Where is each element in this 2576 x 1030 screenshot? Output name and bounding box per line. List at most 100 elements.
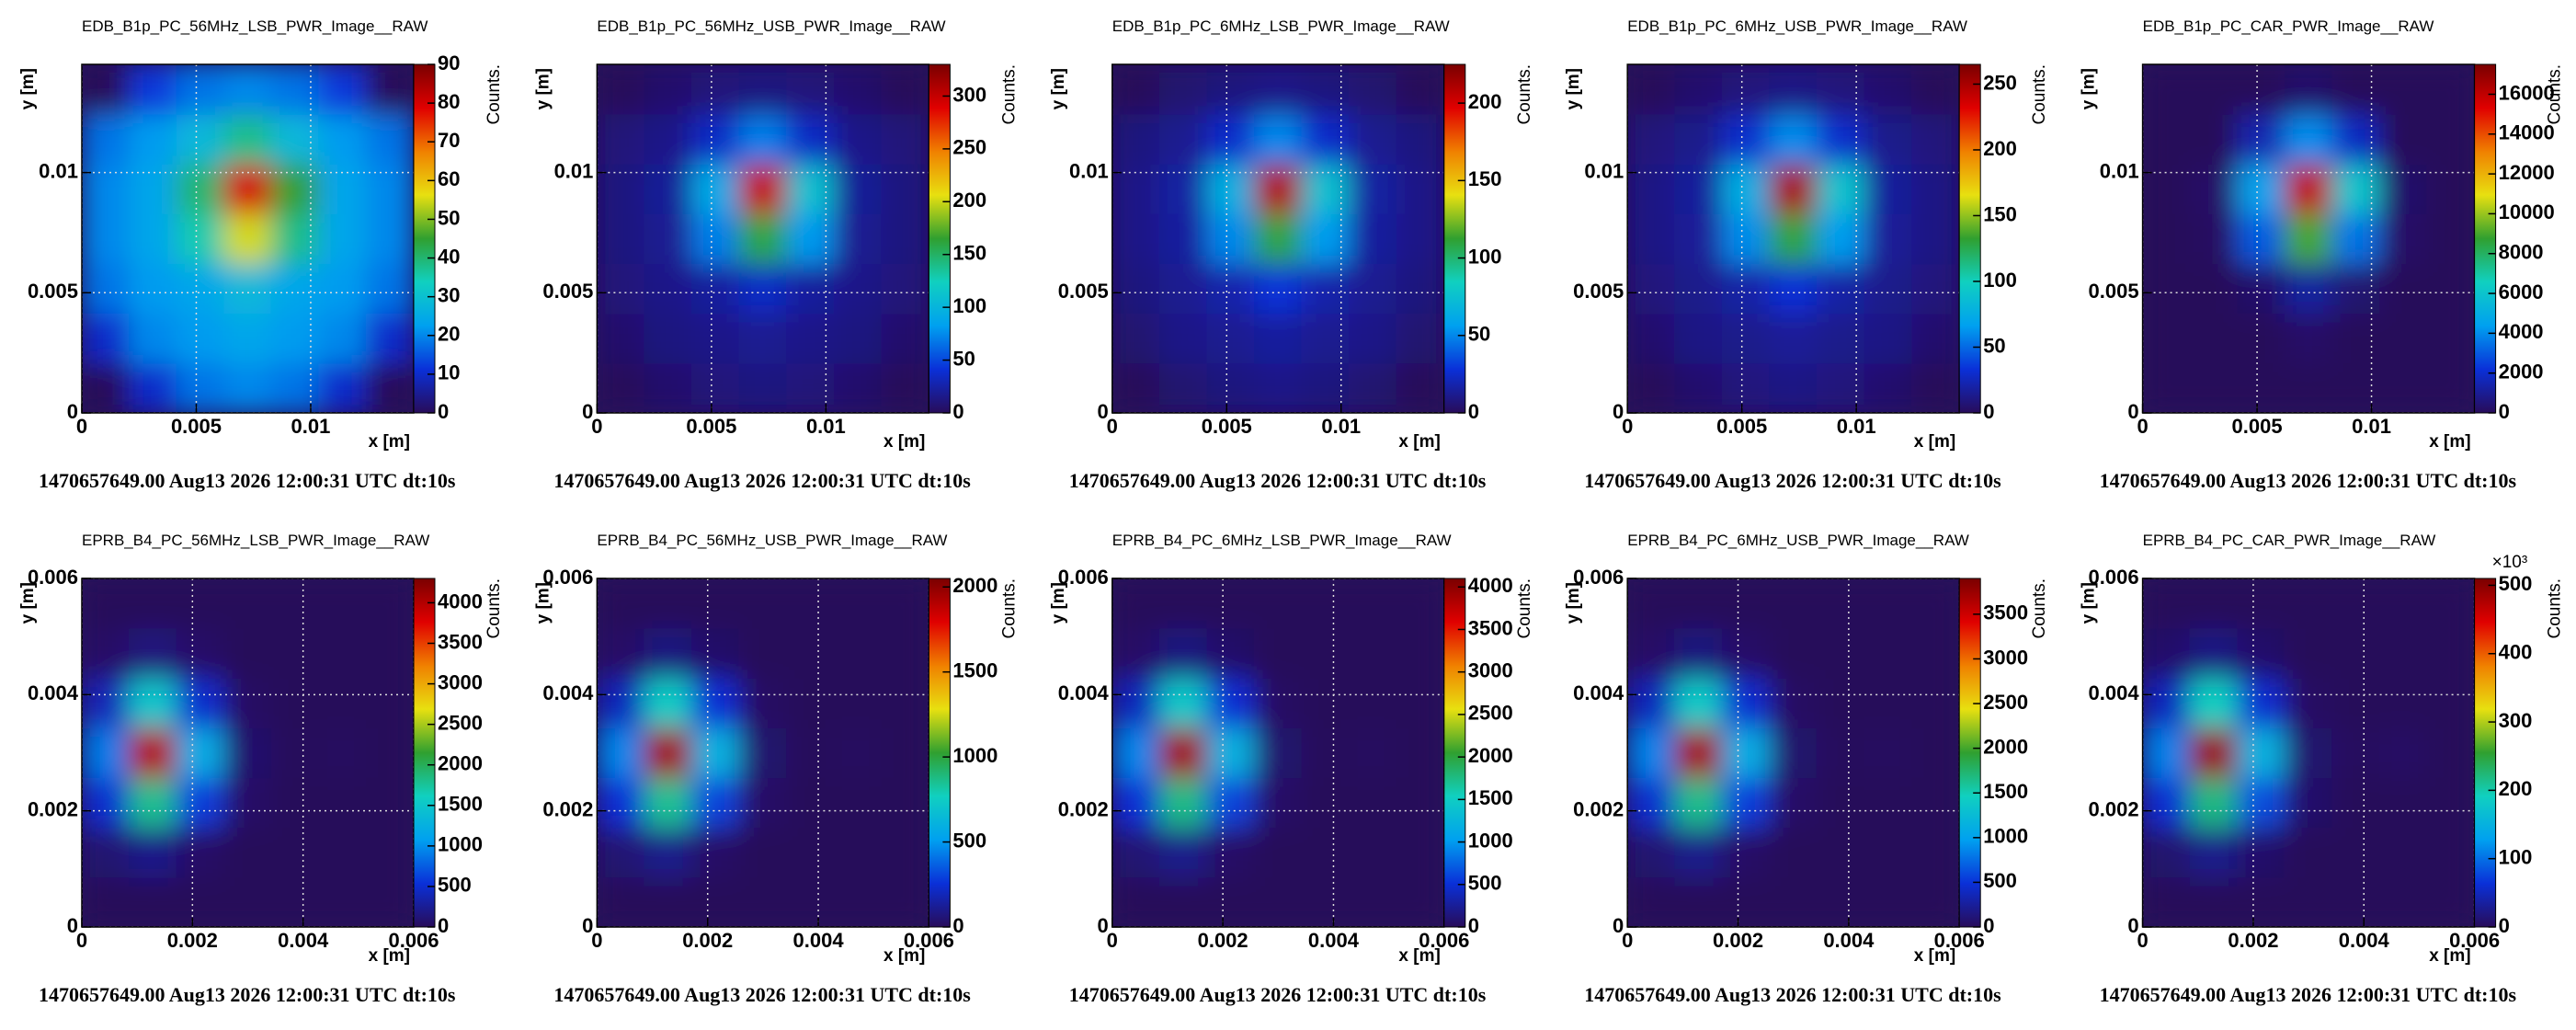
colorbar-tick-label: 0 bbox=[1983, 914, 1994, 937]
heatmap-cell bbox=[691, 212, 740, 265]
heatmap-cell bbox=[833, 827, 883, 878]
heatmap-cell bbox=[644, 677, 693, 728]
heatmap-cell bbox=[2284, 827, 2333, 878]
heatmap-cell bbox=[1158, 777, 1208, 829]
heatmap-cell bbox=[2331, 263, 2380, 315]
heatmap-cell bbox=[644, 313, 693, 364]
heatmap-cell bbox=[1158, 677, 1208, 728]
heatmap-cell bbox=[129, 578, 177, 629]
heatmap-cell bbox=[2378, 163, 2428, 214]
heatmap-cell bbox=[2426, 362, 2475, 413]
colorbar-label: Counts. bbox=[1515, 578, 1534, 638]
colorbar-tick-label: 3000 bbox=[1983, 646, 2028, 669]
x-tick-label: 0.01 bbox=[2352, 415, 2391, 438]
heatmap-cell bbox=[1254, 876, 1303, 927]
heatmap-cell bbox=[2426, 313, 2475, 364]
heatmap-cell bbox=[1396, 113, 1444, 165]
heatmap-cell bbox=[1911, 212, 1960, 265]
colorbar-tick-label: 400 bbox=[2499, 641, 2533, 664]
colorbar-tick-label: 0 bbox=[1983, 400, 1994, 423]
colorbar-label: Counts. bbox=[999, 578, 1019, 638]
heatmap-cell bbox=[2189, 777, 2239, 829]
heatmap-cell bbox=[1254, 777, 1303, 829]
heatmap-cell bbox=[365, 263, 414, 315]
heatmap-cell bbox=[1301, 627, 1351, 679]
heatmap-cell bbox=[1396, 578, 1444, 629]
heatmap-cell bbox=[176, 677, 225, 728]
y-tick-label: 0 bbox=[67, 400, 78, 423]
heatmap-cell bbox=[597, 313, 645, 364]
heatmap-cells bbox=[597, 578, 929, 927]
heatmap-cell bbox=[176, 578, 225, 629]
heatmap-cell bbox=[365, 64, 414, 115]
heatmap-cell bbox=[1301, 64, 1351, 115]
heatmap-cell bbox=[2189, 313, 2239, 364]
heatmap-cell bbox=[881, 876, 929, 927]
heatmap-cell bbox=[1911, 64, 1960, 115]
heatmap-cell bbox=[223, 777, 272, 829]
heatmap-cell bbox=[270, 212, 320, 265]
colorbar-tick-label: 90 bbox=[438, 52, 460, 74]
heatmap-cell bbox=[176, 212, 225, 265]
heatmap-cell bbox=[786, 578, 835, 629]
heatmap-cell bbox=[1349, 627, 1397, 679]
x-tick-label: 0.01 bbox=[1321, 415, 1361, 438]
colorbar-tick-label: 150 bbox=[952, 242, 986, 265]
panel-title: EDB_B1p_PC_56MHz_LSB_PWR_Image__RAW bbox=[82, 17, 427, 35]
heatmap-cell bbox=[318, 627, 367, 679]
heatmap-cell bbox=[82, 113, 131, 165]
heatmap-cell bbox=[82, 777, 131, 829]
heatmap-cell bbox=[2426, 677, 2475, 728]
heatmap-cell bbox=[1111, 627, 1160, 679]
heatmap-cell bbox=[833, 876, 883, 927]
heatmap-cell bbox=[82, 627, 131, 679]
heatmap-cell bbox=[644, 876, 693, 927]
heatmap-cell bbox=[2142, 578, 2191, 629]
heatmap-cell bbox=[1301, 313, 1351, 364]
heatmap-cell bbox=[2237, 827, 2285, 878]
heatmap-cell bbox=[223, 727, 272, 779]
heatmap-cell bbox=[365, 362, 414, 413]
footer: 1470657649.00 Aug13 2026 12:00:31 UTC dt… bbox=[2100, 983, 2517, 1006]
heatmap-clip bbox=[1627, 578, 1960, 927]
heatmap-cell bbox=[176, 313, 225, 364]
heatmap-cell bbox=[1111, 727, 1160, 779]
heatmap-cell bbox=[881, 627, 929, 679]
y-tick-label: 0.006 bbox=[28, 566, 78, 589]
colorbar-tick-label: 12000 bbox=[2499, 161, 2555, 184]
x-axis-label: x [m] bbox=[1914, 946, 1955, 966]
colorbar-tick-label: 50 bbox=[952, 347, 975, 370]
heatmap-cell bbox=[881, 578, 929, 629]
colorbar-tick-label: 1000 bbox=[1468, 829, 1513, 852]
colorbar-tick-label: 300 bbox=[952, 83, 986, 106]
heatmap-cell bbox=[318, 64, 367, 115]
heatmap-cell bbox=[833, 627, 883, 679]
y-tick-label: 0.002 bbox=[1058, 797, 1109, 820]
heatmap-cell bbox=[2284, 627, 2333, 679]
heatmap-cell bbox=[2237, 627, 2285, 679]
heatmap-cells bbox=[82, 578, 414, 927]
colorbar-tick-label: 2500 bbox=[1983, 691, 2028, 714]
colorbar-tick-label: 2000 bbox=[2499, 360, 2544, 383]
heatmap-cell bbox=[2331, 578, 2380, 629]
panel: EDB_B1p_PC_6MHz_USB_PWR_Image__RAW 0 0.005… bbox=[1564, 17, 2049, 492]
heatmap-cell bbox=[82, 212, 131, 265]
y-tick-label: 0.002 bbox=[542, 797, 593, 820]
heatmap-cell bbox=[1254, 578, 1303, 629]
heatmap-cell bbox=[1627, 163, 1676, 214]
heatmap-cell bbox=[644, 113, 693, 165]
heatmap-cell bbox=[2284, 163, 2333, 214]
heatmap-cell bbox=[1864, 212, 1913, 265]
y-tick-label: 0.005 bbox=[1573, 280, 1624, 303]
heatmap-cell bbox=[176, 362, 225, 413]
heatmap-cell bbox=[691, 578, 740, 629]
heatmap-cell bbox=[2142, 263, 2191, 315]
heatmap-cell bbox=[1769, 362, 1818, 413]
y-axis-label: y [m] bbox=[1049, 68, 1068, 109]
heatmap-cell bbox=[644, 627, 693, 679]
x-axis-label: x [m] bbox=[883, 946, 925, 966]
colorbar-tick-label: 16000 bbox=[2499, 81, 2555, 104]
y-tick-label: 0 bbox=[2127, 400, 2138, 423]
heatmap-cell bbox=[1864, 876, 1913, 927]
heatmap-cell bbox=[2378, 263, 2428, 315]
